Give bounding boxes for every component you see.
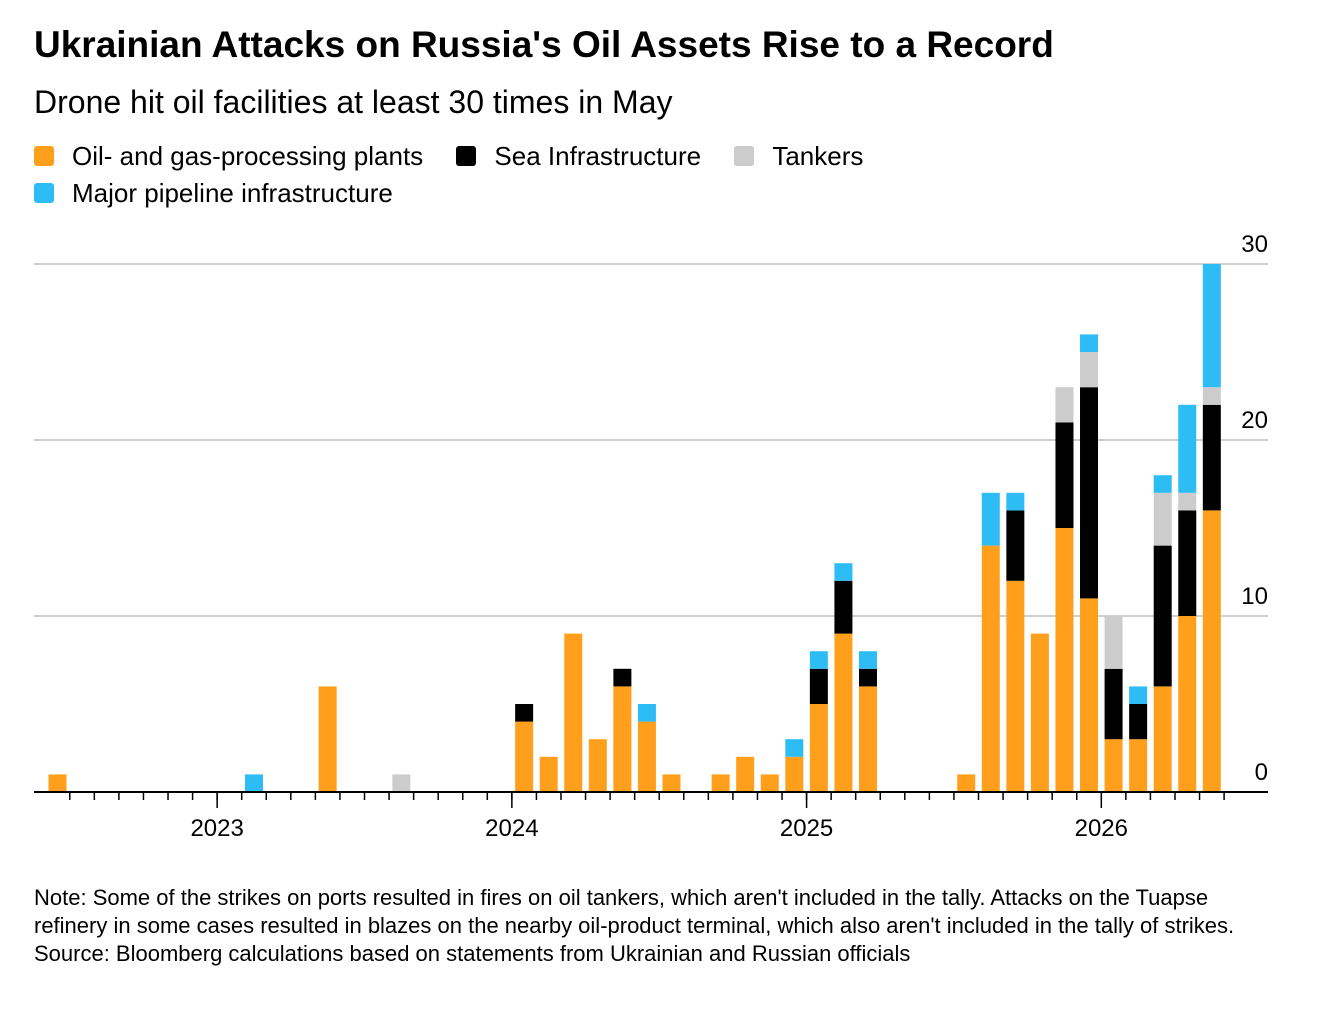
bar-sea-2026-03 [1153,545,1172,687]
bar-oil-2026-01 [1104,739,1123,792]
legend-item-oil: Oil- and gas-processing plants [34,138,423,174]
bar-sea-2025-09 [1006,510,1025,581]
bar-oil-2025-01 [809,704,828,792]
bar-pipeline-2024-12 [785,739,804,757]
bar-pipeline-2025-08 [981,492,1000,546]
legend-label-sea: Sea Infrastructure [494,141,702,171]
bar-oil-2024-11 [760,774,779,792]
bar-oil-2024-01 [515,721,534,792]
bar-oil-2025-11 [1055,528,1074,792]
bar-pipeline-2025-03 [858,651,877,669]
bar-tankers-2025-12 [1080,352,1099,388]
legend-item-sea: Sea Infrastructure [456,138,701,174]
legend-label-pipeline: Major pipeline infrastructure [72,178,393,208]
bar-pipeline-2025-12 [1080,334,1099,352]
legend: Oil- and gas-processing plants Sea Infra… [34,138,1034,212]
chart-title: Ukrainian Attacks on Russia's Oil Assets… [34,24,1054,65]
bar-pipeline-2025-02 [834,563,853,581]
bar-tankers-2023-08 [392,774,411,792]
x-tick-label-2023: 2023 [190,815,243,842]
bar-oil-2025-02 [834,633,853,792]
y-tick-label-10: 10 [1241,583,1268,610]
bar-oil-2025-07 [957,774,976,792]
bar-sea-2026-02 [1129,704,1148,740]
bar-pipeline-2023-02 [244,774,263,792]
legend-item-pipeline: Major pipeline infrastructure [34,175,393,211]
bar-pipeline-2024-06 [637,704,656,722]
x-tick-label-2025: 2025 [780,815,833,842]
x-tick-label-2024: 2024 [485,815,538,842]
chart-source: Source: Bloomberg calculations based on … [34,941,911,966]
stacked-bar-chart: 0 10 20 30 2023 2024 2025 2026 [34,231,1268,842]
bar-oil-2024-05 [613,686,632,792]
legend-item-tankers: Tankers [734,138,863,174]
y-tick-label-20: 20 [1241,407,1268,434]
bar-oil-2026-04 [1178,616,1197,792]
bar-tankers-2026-03 [1153,492,1172,546]
bar-oil-2024-12 [785,756,804,792]
bar-sea-2024-01 [515,704,534,722]
x-tick-label-2026: 2026 [1075,815,1128,842]
bar-tankers-2026-01 [1104,616,1123,669]
bar-sea-2025-03 [858,668,877,687]
bar-oil-2024-09 [711,774,730,792]
bar-oil-2024-03 [564,633,583,792]
legend-swatch-oil [34,146,54,166]
bar-oil-2024-06 [637,721,656,792]
bar-oil-2024-02 [539,756,558,792]
bar-tankers-2025-11 [1055,387,1074,423]
bar-oil-2024-10 [736,756,755,792]
bar-oil-2025-08 [981,545,1000,792]
y-tick-label-0: 0 [1255,759,1268,786]
notes: Note: Some of the strikes on ports resul… [34,884,1284,968]
bar-oil-2026-03 [1153,686,1172,792]
bar-oil-2025-09 [1006,580,1025,792]
bar-oil-2024-04 [588,739,607,792]
bar-oil-2023-05 [318,686,337,792]
bar-pipeline-2026-02 [1129,686,1148,704]
bar-oil-2026-05 [1202,510,1221,792]
bar-sea-2026-04 [1178,510,1197,616]
bar-oil-2025-10 [1030,633,1049,792]
bar-pipeline-2026-03 [1153,475,1172,493]
bar-oil-2024-07 [662,774,681,792]
bar-sea-2026-05 [1202,404,1221,511]
bar-sea-2025-11 [1055,422,1074,528]
bar-tankers-2026-05 [1202,387,1221,405]
y-tick-label-30: 30 [1241,231,1268,258]
legend-swatch-pipeline [34,183,54,203]
bar-sea-2026-01 [1104,668,1123,740]
bar-pipeline-2025-09 [1006,492,1025,511]
legend-swatch-sea [456,146,477,166]
chart-note: Note: Some of the strikes on ports resul… [34,885,1235,938]
bar-sea-2025-02 [834,580,853,634]
bar-sea-2024-05 [613,668,632,687]
bar-oil-2025-12 [1080,598,1099,792]
chart-subtitle: Drone hit oil facilities at least 30 tim… [34,84,673,120]
bar-tankers-2026-04 [1178,492,1197,511]
legend-swatch-tankers [734,146,755,166]
bar-pipeline-2026-05 [1202,264,1221,388]
legend-label-oil: Oil- and gas-processing plants [72,141,424,171]
bar-sea-2025-12 [1080,387,1099,599]
bar-oil-2026-02 [1129,739,1148,792]
bar-sea-2025-01 [809,668,828,704]
bar-oil-2022-06 [48,774,67,792]
bar-pipeline-2026-04 [1178,404,1197,493]
legend-label-tankers: Tankers [772,141,864,171]
bar-pipeline-2025-01 [809,651,828,669]
bar-oil-2025-03 [858,686,877,792]
